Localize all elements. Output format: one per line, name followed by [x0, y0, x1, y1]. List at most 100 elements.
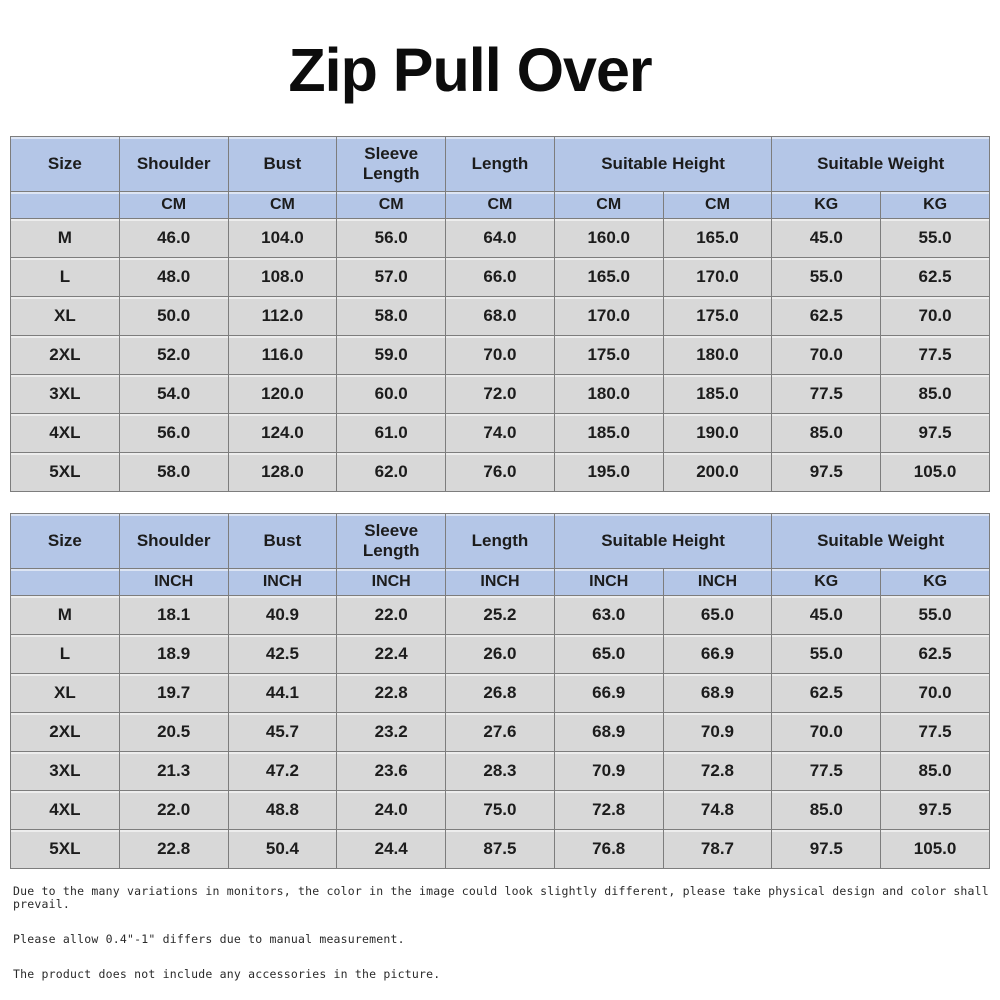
value-cell: 170.0	[553, 296, 664, 336]
column-header-size: Size	[10, 136, 120, 192]
value-cell: 62.5	[880, 634, 990, 674]
value-cell: 18.1	[118, 595, 229, 635]
column-header-suitable-height: Suitable Height	[553, 136, 773, 192]
unit-cell-cm: CM	[445, 191, 555, 219]
column-header-bust: Bust	[227, 513, 338, 569]
column-header-size: Size	[10, 513, 120, 569]
value-cell: 47.2	[227, 751, 338, 791]
value-cell: 65.0	[553, 634, 664, 674]
value-cell: 18.9	[118, 634, 229, 674]
value-cell: 56.0	[118, 413, 229, 453]
data-row-xl: XL 19.7 44.1 22.8 26.8 66.9 68.9 62.5 70.0	[10, 673, 990, 713]
data-row-3xl: 3XL 54.0 120.0 60.0 72.0 180.0 185.0 77.5 85.0	[10, 374, 990, 414]
value-cell: 120.0	[227, 374, 338, 414]
value-cell: 77.5	[880, 712, 990, 752]
value-cell: 66.9	[662, 634, 773, 674]
value-cell: 165.0	[553, 257, 664, 297]
value-cell: 195.0	[553, 452, 664, 492]
value-cell: 50.4	[227, 829, 338, 869]
value-cell: 105.0	[880, 452, 990, 492]
value-cell: 170.0	[662, 257, 773, 297]
column-header-shoulder: Shoulder	[118, 136, 229, 192]
value-cell: 70.0	[771, 712, 882, 752]
value-cell: 28.3	[445, 751, 555, 791]
column-header-sleeve-length: Sleeve Length	[336, 513, 447, 569]
unit-cell-kg: KG	[771, 568, 882, 596]
value-cell: 62.5	[880, 257, 990, 297]
unit-cell-inch: INCH	[336, 568, 447, 596]
value-cell: 70.9	[662, 712, 773, 752]
value-cell: 22.0	[336, 595, 447, 635]
header-row: Size Shoulder Bust Sleeve Length Length Suita…	[10, 513, 990, 569]
value-cell: 22.8	[336, 673, 447, 713]
unit-cell-kg: KG	[880, 191, 990, 219]
value-cell: 72.8	[662, 751, 773, 791]
value-cell: 70.9	[553, 751, 664, 791]
value-cell: 190.0	[662, 413, 773, 453]
size-table-inch: Size Shoulder Bust Sleeve Length Length Suita…	[10, 513, 990, 869]
value-cell: 58.0	[118, 452, 229, 492]
value-cell: 22.0	[118, 790, 229, 830]
value-cell: 77.5	[880, 335, 990, 375]
size-cell: M	[10, 218, 120, 258]
value-cell: 52.0	[118, 335, 229, 375]
value-cell: 68.9	[553, 712, 664, 752]
value-cell: 22.4	[336, 634, 447, 674]
value-cell: 180.0	[553, 374, 664, 414]
value-cell: 160.0	[553, 218, 664, 258]
value-cell: 78.7	[662, 829, 773, 869]
size-cell: M	[10, 595, 120, 635]
size-cell: L	[10, 257, 120, 297]
value-cell: 175.0	[553, 335, 664, 375]
value-cell: 74.0	[445, 413, 555, 453]
value-cell: 70.0	[880, 296, 990, 336]
note-monitor-color: Due to the many variations in monitors, …	[13, 884, 989, 911]
value-cell: 23.6	[336, 751, 447, 791]
data-row-m: M 46.0 104.0 56.0 64.0 160.0 165.0 45.0 55.0	[10, 218, 990, 258]
value-cell: 180.0	[662, 335, 773, 375]
note-measurement-tolerance: Please allow 0.4"-1" differs due to manu…	[13, 932, 405, 946]
value-cell: 97.5	[880, 790, 990, 830]
data-row-l: L 18.9 42.5 22.4 26.0 65.0 66.9 55.0 62.5	[10, 634, 990, 674]
value-cell: 75.0	[445, 790, 555, 830]
value-cell: 56.0	[336, 218, 447, 258]
value-cell: 97.5	[880, 413, 990, 453]
unit-row: INCH INCH INCH INCH INCH INCH KG KG	[10, 568, 990, 596]
value-cell: 105.0	[880, 829, 990, 869]
value-cell: 68.0	[445, 296, 555, 336]
value-cell: 24.4	[336, 829, 447, 869]
value-cell: 25.2	[445, 595, 555, 635]
value-cell: 72.0	[445, 374, 555, 414]
column-header-sleeve-length: Sleeve Length	[336, 136, 447, 192]
value-cell: 55.0	[880, 595, 990, 635]
value-cell: 70.0	[880, 673, 990, 713]
value-cell: 108.0	[227, 257, 338, 297]
data-row-5xl: 5XL 22.8 50.4 24.4 87.5 76.8 78.7 97.5 105.0	[10, 829, 990, 869]
value-cell: 70.0	[445, 335, 555, 375]
value-cell: 63.0	[553, 595, 664, 635]
value-cell: 68.9	[662, 673, 773, 713]
column-header-suitable-weight: Suitable Weight	[771, 136, 990, 192]
value-cell: 112.0	[227, 296, 338, 336]
value-cell: 185.0	[662, 374, 773, 414]
column-header-length: Length	[445, 513, 555, 569]
value-cell: 77.5	[771, 751, 882, 791]
value-cell: 19.7	[118, 673, 229, 713]
value-cell: 61.0	[336, 413, 447, 453]
value-cell: 46.0	[118, 218, 229, 258]
unit-cell-inch: INCH	[553, 568, 664, 596]
value-cell: 45.7	[227, 712, 338, 752]
value-cell: 97.5	[771, 829, 882, 869]
size-cell: L	[10, 634, 120, 674]
size-cell: 3XL	[10, 374, 120, 414]
value-cell: 54.0	[118, 374, 229, 414]
value-cell: 72.8	[553, 790, 664, 830]
value-cell: 48.0	[118, 257, 229, 297]
data-row-2xl: 2XL 52.0 116.0 59.0 70.0 175.0 180.0 70.0 77.5	[10, 335, 990, 375]
size-cell: 2XL	[10, 335, 120, 375]
data-row-2xl: 2XL 20.5 45.7 23.2 27.6 68.9 70.9 70.0 77.5	[10, 712, 990, 752]
size-cell: 5XL	[10, 452, 120, 492]
data-row-4xl: 4XL 56.0 124.0 61.0 74.0 185.0 190.0 85.0 97.5	[10, 413, 990, 453]
column-header-shoulder: Shoulder	[118, 513, 229, 569]
value-cell: 65.0	[662, 595, 773, 635]
